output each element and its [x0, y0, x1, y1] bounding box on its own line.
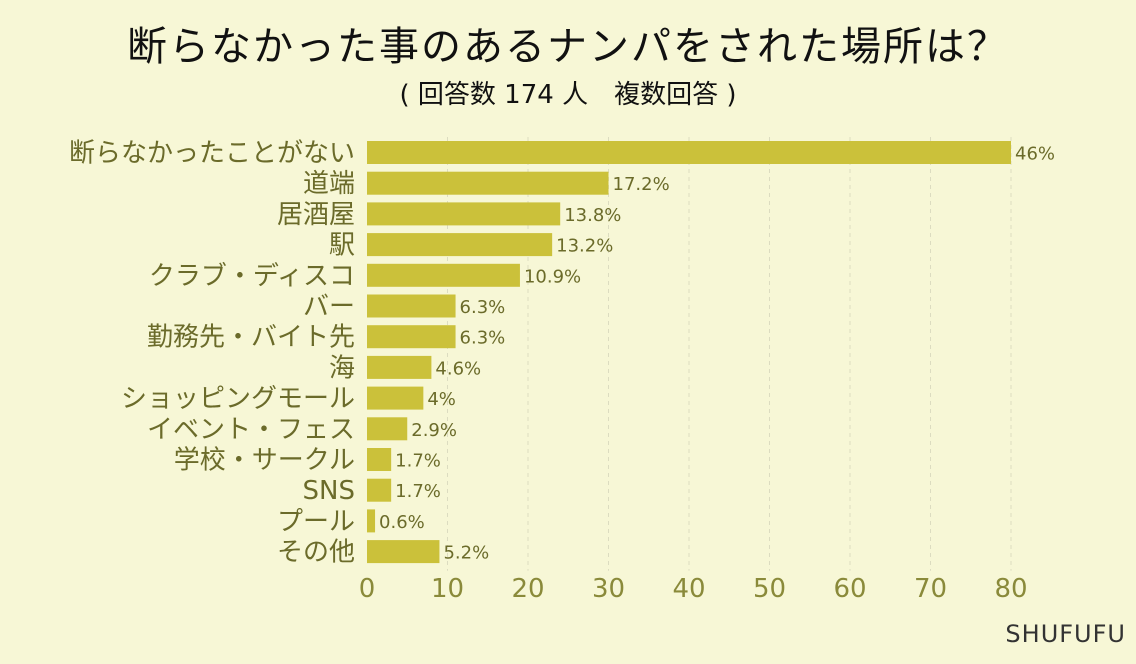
bar	[367, 448, 392, 471]
value-label: 4%	[427, 389, 456, 410]
value-label: 1.7%	[395, 481, 441, 502]
value-label: 13.8%	[564, 205, 621, 226]
bar	[367, 540, 440, 564]
bar	[367, 355, 432, 379]
bar	[367, 171, 609, 195]
x-tick-label: 10	[431, 574, 464, 604]
bar	[367, 325, 456, 349]
category-label: プール	[277, 507, 355, 537]
bar	[367, 386, 424, 410]
category-label: その他	[277, 538, 355, 568]
bar	[367, 478, 392, 502]
x-tick-label: 0	[359, 574, 376, 604]
category-label: 断らなかったことがない	[69, 139, 355, 169]
category-label: ショッピングモール	[121, 384, 355, 414]
chart-subtitle: ( 回答数 174 人 複数回答 )	[399, 80, 737, 110]
category-label: 海	[329, 353, 355, 383]
category-label: 勤務先・バイト先	[147, 323, 355, 353]
category-label: SNS	[303, 476, 355, 506]
x-tick-label: 30	[592, 574, 625, 604]
category-label: 駅	[329, 231, 355, 261]
bar	[367, 263, 520, 287]
category-label: 道端	[303, 169, 355, 199]
bar	[367, 294, 456, 318]
value-label: 6.3%	[460, 297, 506, 318]
bar	[367, 141, 1011, 164]
chart-title: 断らなかった事のあるナンパをされた場所は？	[127, 24, 1009, 70]
value-label: 17.2%	[613, 174, 670, 195]
bar	[367, 509, 376, 533]
value-label: 4.6%	[435, 358, 481, 379]
bar	[367, 202, 561, 226]
value-label: 10.9%	[524, 266, 581, 287]
value-label: 46%	[1015, 144, 1055, 165]
value-label: 1.7%	[395, 451, 441, 472]
value-label: 2.9%	[411, 420, 457, 441]
x-tick-label: 20	[511, 574, 544, 604]
brand-logo: SHUFUFU	[1005, 620, 1126, 648]
value-label: 13.2%	[556, 236, 613, 257]
bar	[367, 233, 553, 257]
x-tick-label: 40	[672, 574, 705, 604]
bar	[367, 417, 408, 441]
category-label: クラブ・ディスコ	[149, 261, 355, 291]
category-label: イベント・フェス	[147, 415, 355, 445]
category-label: 学校・サークル	[174, 446, 355, 476]
category-label: バー	[303, 292, 355, 322]
value-label: 6.3%	[460, 328, 506, 349]
x-tick-label: 80	[994, 574, 1027, 604]
x-tick-label: 50	[753, 574, 786, 604]
value-label: 5.2%	[443, 543, 489, 564]
x-tick-label: 60	[833, 574, 866, 604]
category-label: 居酒屋	[277, 200, 355, 230]
x-tick-label: 70	[914, 574, 947, 604]
value-label: 0.6%	[379, 512, 425, 533]
